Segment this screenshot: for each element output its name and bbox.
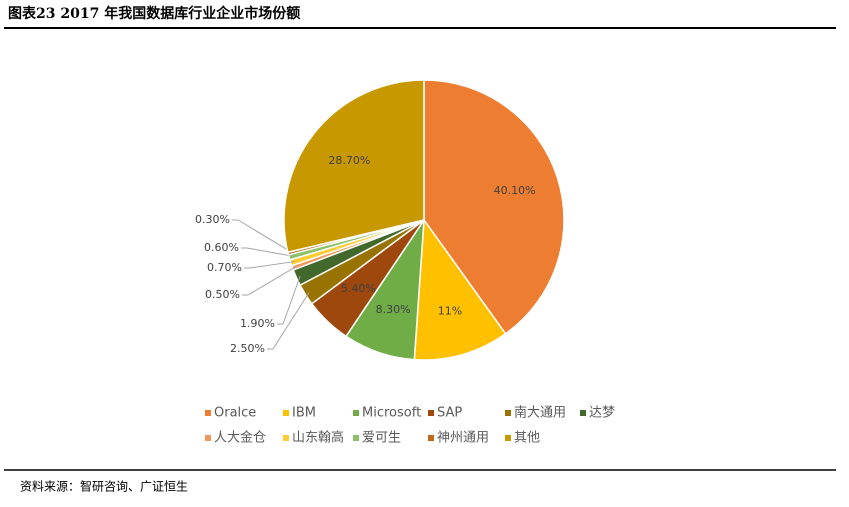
legend-swatch [283,410,289,416]
leader-line [241,247,294,257]
legend-swatch [580,410,586,416]
legend-swatch [428,410,434,416]
legend-label: 山东翰高 [292,430,344,446]
pie-slice [283,79,425,254]
data-label: 0.30% [195,213,230,226]
chart-title: 图表23 2017 年我国数据库行业企业市场份额 [8,5,300,22]
legend-swatch [283,435,289,441]
legend-label: 达梦 [589,406,615,421]
data-label: 2.50% [230,342,265,355]
legend-swatch [353,410,359,416]
legend-swatch [505,410,511,416]
source-note: 资料来源：智研咨询、广证恒生 [20,479,188,494]
data-label: 40.10% [494,184,536,197]
legend-label: 爱可生 [362,431,401,446]
data-label: 0.70% [207,261,242,274]
legend-label: 人大金仓 [214,430,266,446]
data-label: 1.90% [240,317,275,330]
leader-line [277,275,301,325]
data-label: 11% [438,305,462,318]
data-label: 28.70% [328,154,370,167]
pie-slice [413,217,507,361]
pie-slice [423,79,565,335]
legend-label: Microsoft [362,406,421,421]
legend-swatch [205,410,211,416]
leader-line [242,265,297,296]
legend-swatch [205,435,211,441]
data-label: 0.50% [205,288,240,301]
leader-line [232,219,293,253]
legend-swatch [428,435,434,441]
data-label: 5.40% [341,282,376,295]
legend-label: Oralce [214,406,256,421]
data-label: 0.60% [204,241,239,254]
data-label: 8.30% [376,303,411,316]
legend-swatch [353,435,359,441]
legend-swatch [505,435,511,441]
legend-label: IBM [292,406,316,421]
legend-label: 神州通用 [437,431,489,446]
leader-line [267,292,310,350]
legend-label: 其他 [514,431,540,446]
legend-label: 南大通用 [514,405,566,421]
leader-line [244,261,295,269]
legend-label: SAP [437,406,462,421]
